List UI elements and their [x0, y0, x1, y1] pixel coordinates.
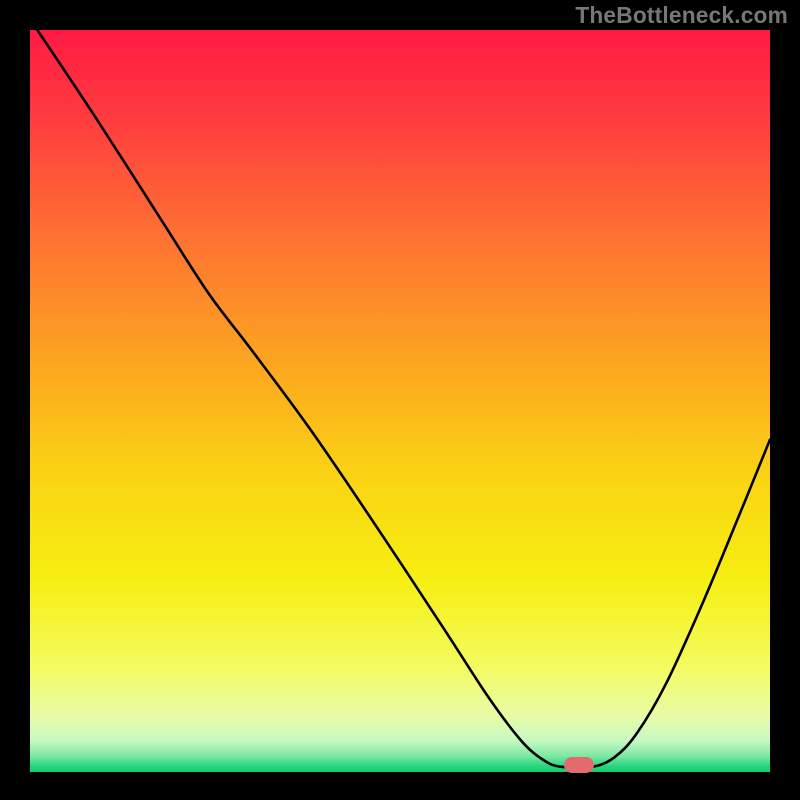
bottleneck-curve: [30, 30, 770, 772]
watermark-label: TheBottleneck.com: [575, 2, 788, 29]
chart-frame: TheBottleneck.com: [0, 0, 800, 800]
optimum-marker: [564, 757, 594, 773]
plot-area: [30, 30, 770, 772]
